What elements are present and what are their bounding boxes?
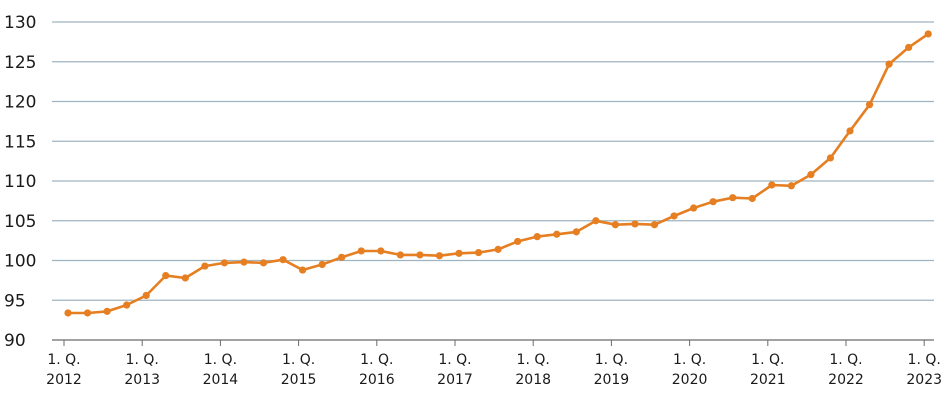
data-point [865, 101, 874, 109]
data-point [885, 60, 893, 68]
data-point [924, 30, 932, 38]
data-point [162, 272, 170, 280]
data-point [729, 194, 737, 202]
data-point [768, 181, 776, 189]
y-tick-label: 110 [4, 172, 36, 192]
data-point [181, 274, 189, 282]
data-point [103, 307, 111, 315]
data-point [377, 247, 385, 255]
data-point [142, 291, 150, 300]
x-tick-label: 1. Q. 2023 [906, 352, 942, 388]
data-point [533, 233, 541, 241]
data-point [279, 256, 287, 264]
data-point [240, 258, 248, 266]
x-tick-label: 1. Q. 2014 [203, 352, 239, 388]
data-point [494, 245, 502, 253]
data-point [64, 309, 72, 317]
y-tick-label: 105 [4, 212, 36, 232]
y-axis-ticks: 90 95 100 105 110 115 120 125 130 [4, 13, 36, 351]
y-tick-label: 120 [4, 93, 36, 113]
data-point [650, 221, 659, 229]
y-tick-label: 100 [4, 252, 36, 272]
data-point [553, 230, 561, 238]
x-tick-label: 1. Q. 2013 [124, 352, 160, 388]
x-tick-label: 1. Q. 2015 [281, 352, 317, 388]
data-point [455, 249, 463, 257]
data-point [474, 248, 483, 257]
data-point [514, 237, 522, 246]
data-point [396, 251, 404, 259]
x-axis-ticks: 1. Q. 2012 1. Q. 2013 1. Q. 2014 1. Q. 2015 1. Q… [46, 340, 942, 388]
data-point [338, 253, 346, 261]
x-tick-label: 1. Q. 2019 [594, 352, 630, 388]
series-line [68, 32, 929, 315]
data-point [807, 171, 815, 179]
data-point [201, 262, 209, 270]
data-point [123, 301, 131, 309]
data-point [318, 260, 326, 269]
data-point [670, 212, 678, 220]
y-tick-label: 125 [4, 53, 36, 73]
data-point [299, 266, 307, 274]
y-tick-label: 130 [4, 13, 36, 33]
x-tick-label: 1. Q. 2018 [515, 352, 551, 388]
data-point [690, 204, 698, 212]
series-layer [64, 30, 932, 317]
data-point [631, 220, 639, 228]
x-tick-label: 1. Q. 2021 [750, 352, 786, 388]
y-tick-label: 95 [4, 291, 26, 311]
data-point [748, 194, 756, 203]
data-point [709, 198, 717, 206]
data-point [220, 259, 228, 267]
data-point [592, 217, 600, 225]
data-point [435, 252, 444, 260]
data-point [259, 259, 268, 267]
data-point [905, 43, 913, 52]
y-tick-label: 115 [4, 132, 36, 152]
data-point [572, 228, 580, 236]
data-point [787, 182, 795, 190]
x-tick-label: 1. Q. 2022 [828, 352, 864, 388]
y-tick-label: 90 [4, 331, 26, 351]
x-tick-label: 1. Q. 2020 [672, 352, 708, 388]
x-tick-label: 1. Q. 2012 [46, 352, 82, 388]
x-tick-label: 1. Q. 2016 [359, 352, 395, 388]
data-point [357, 247, 365, 255]
data-point [416, 251, 424, 259]
data-point [83, 309, 92, 317]
x-tick-label: 1. Q. 2017 [437, 352, 473, 388]
data-point [826, 154, 835, 162]
data-point [846, 127, 854, 135]
gridlines [52, 21, 934, 301]
data-point [611, 221, 620, 229]
